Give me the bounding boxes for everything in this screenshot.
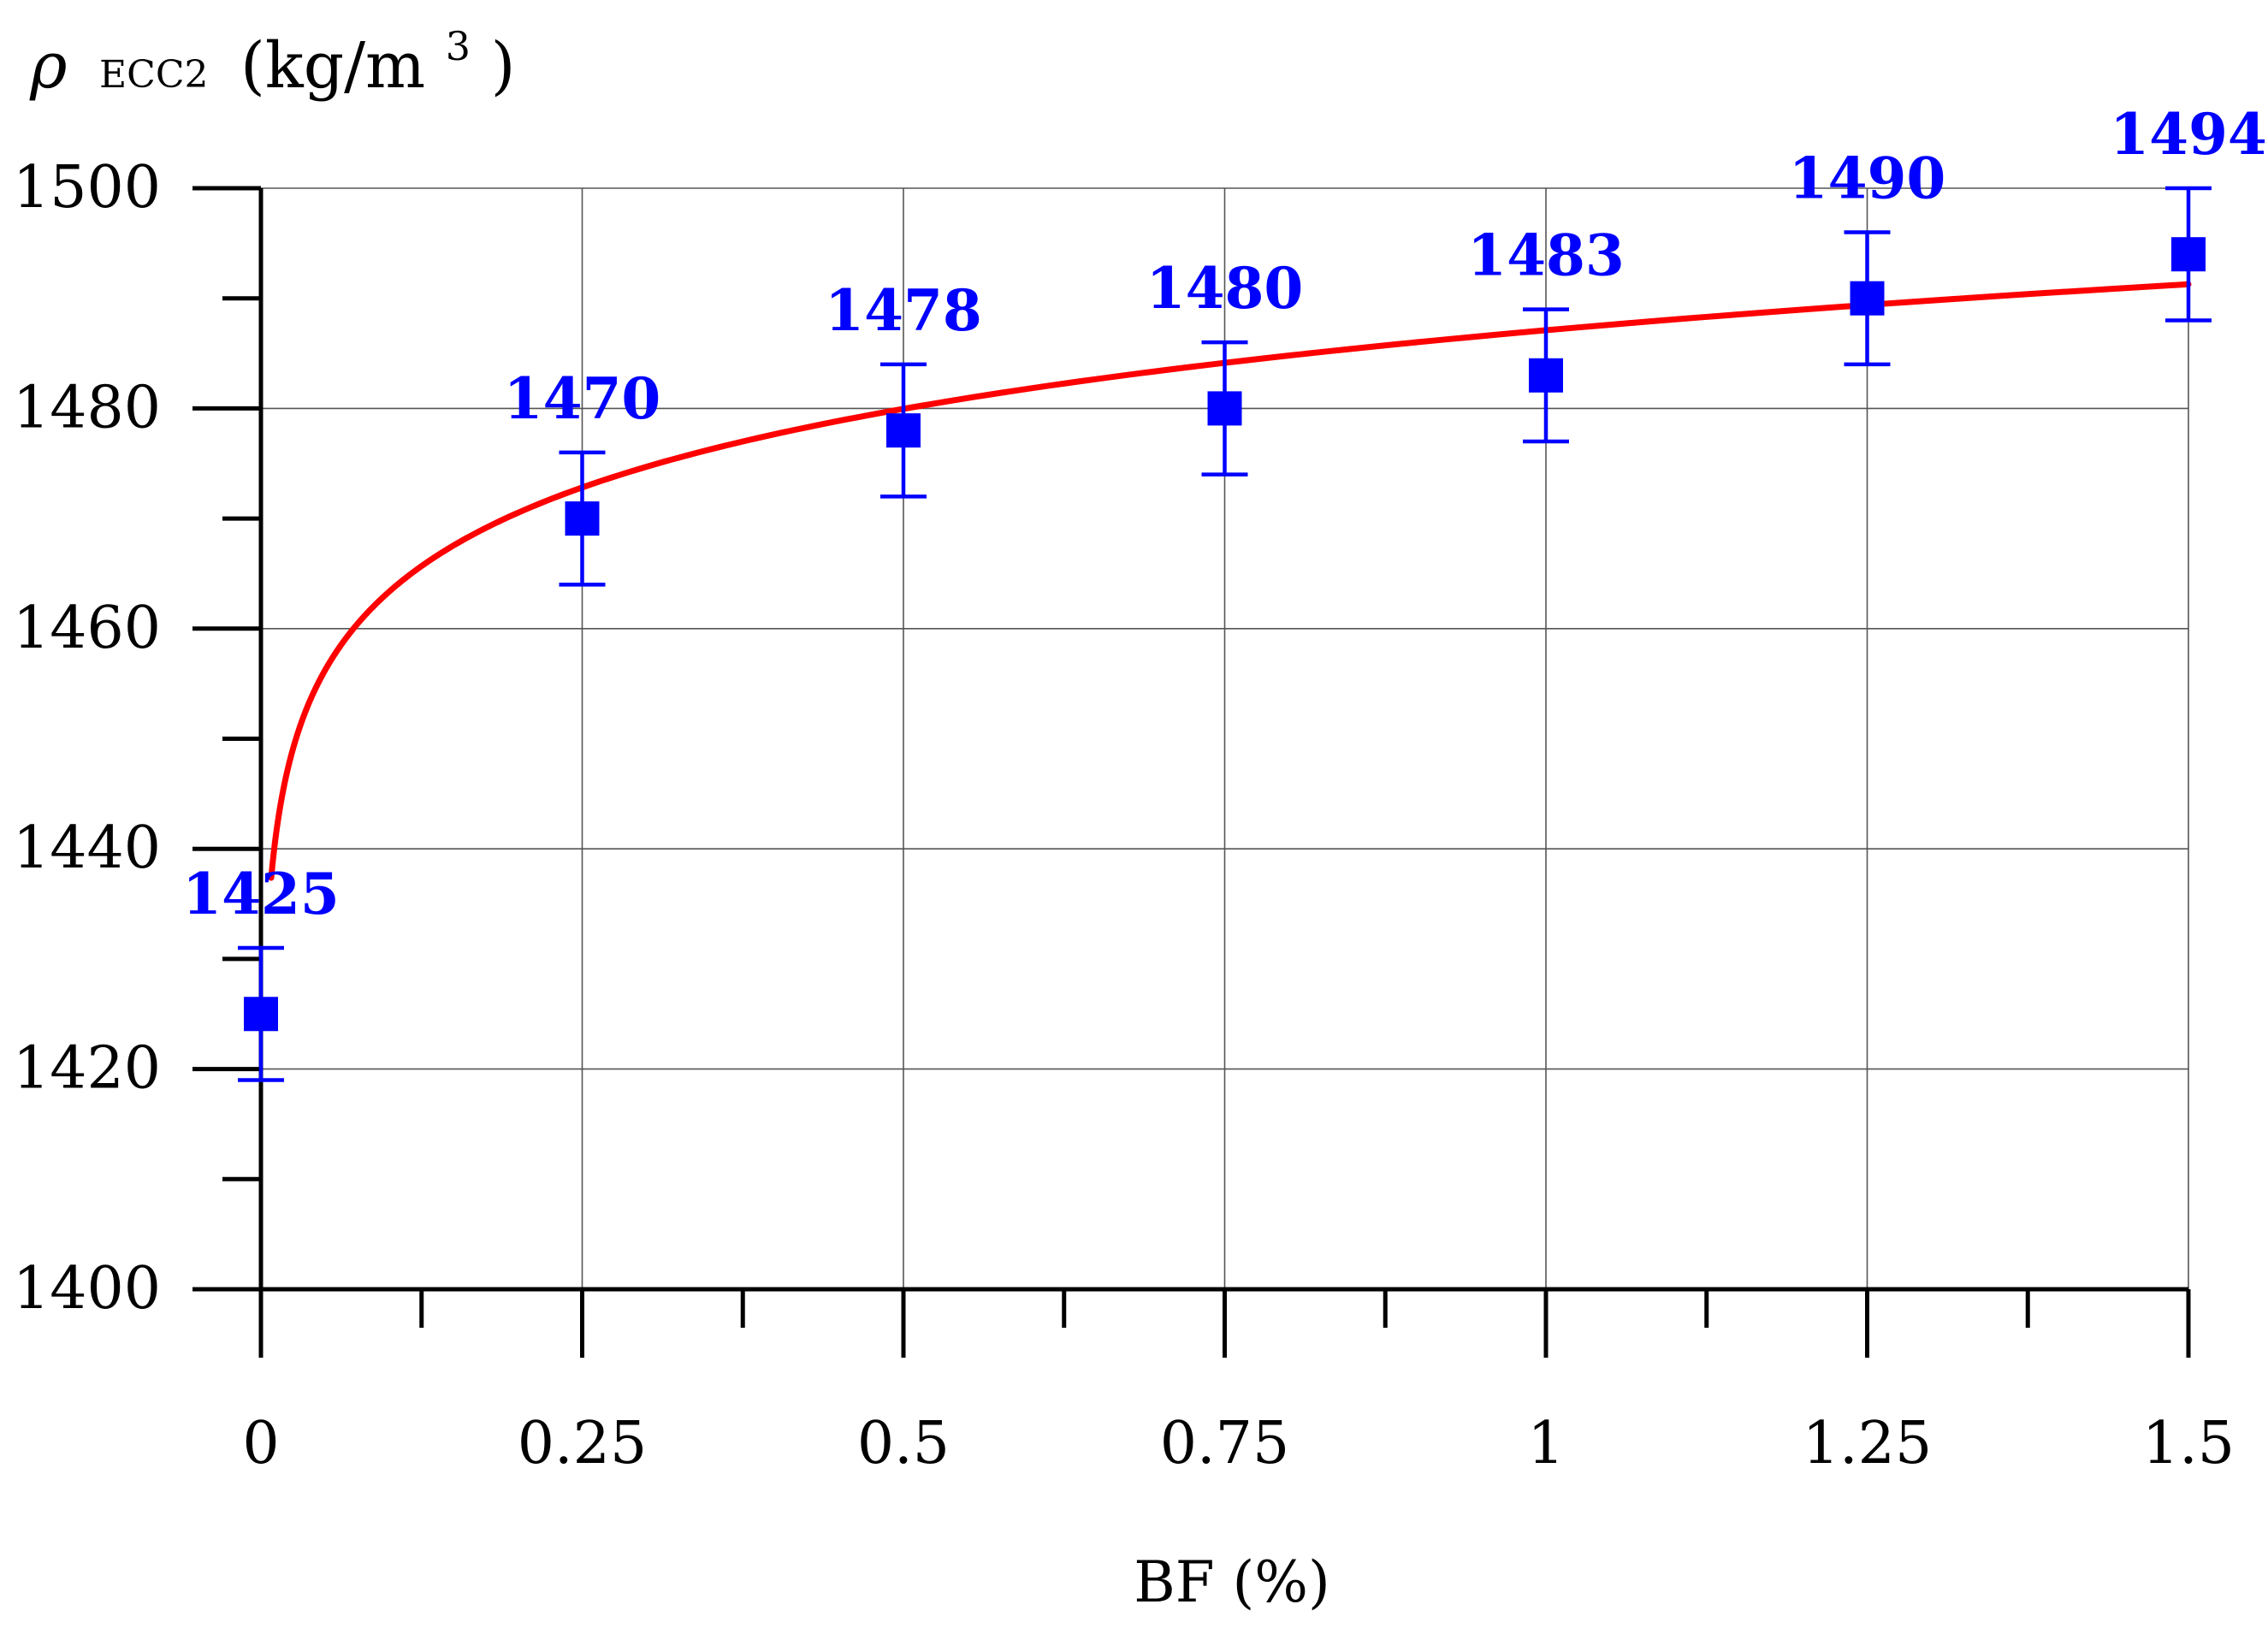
data-label: 1483 xyxy=(1467,222,1625,289)
data-point xyxy=(1529,358,1563,393)
tick-labels: 1400 1420 1440 1460 1480 1500 0 0.25 0.5 0.75 1 1.2… xyxy=(13,154,2235,1477)
x-tick-label: 0.75 xyxy=(1160,1410,1289,1477)
x-tick-label: 1.5 xyxy=(2142,1410,2235,1477)
x-tick-label: 0 xyxy=(242,1410,279,1477)
x-tick-label: 1 xyxy=(1527,1410,1564,1477)
fit-curve xyxy=(268,281,2192,881)
axis-ticks xyxy=(192,186,2191,1358)
data-point xyxy=(244,997,278,1032)
data-label: 1494 xyxy=(2110,101,2267,168)
fit-curve-group xyxy=(268,281,2192,881)
data-point xyxy=(565,501,600,536)
data-label: 1470 xyxy=(504,365,661,432)
y-axis-unit-superscript: 3 xyxy=(446,23,471,69)
grid-lines xyxy=(261,187,2189,1289)
y-axis-symbol: ρ xyxy=(29,29,68,103)
axes xyxy=(192,188,2188,1292)
y-axis-title: ρ ECC2 (kg/m 3 ) xyxy=(29,2,515,103)
data-point xyxy=(1850,281,1885,316)
y-axis-unit: (kg/m xyxy=(240,29,425,103)
y-tick-label: 1480 xyxy=(13,374,161,441)
data-label: 1490 xyxy=(1789,145,1946,211)
y-tick-label: 1400 xyxy=(13,1255,161,1323)
data-label: 1480 xyxy=(1146,255,1304,322)
y-tick-label: 1460 xyxy=(13,595,161,662)
x-tick-label: 1.25 xyxy=(1803,1410,1932,1477)
data-point xyxy=(886,413,921,448)
y-tick-label: 1500 xyxy=(13,154,161,222)
data-label: 1425 xyxy=(182,861,340,927)
x-axis-title: BF (%) xyxy=(1134,1549,1330,1615)
x-tick-label: 0.25 xyxy=(518,1410,647,1477)
data-point xyxy=(2171,237,2206,272)
y-tick-label: 1420 xyxy=(13,1035,161,1103)
y-tick-label: 1440 xyxy=(13,814,161,882)
data-point xyxy=(1207,391,1242,426)
data-labels: 1425 1470 1478 1480 1483 1490 1494 xyxy=(182,101,2267,927)
x-tick-label: 0.5 xyxy=(857,1410,950,1477)
data-points xyxy=(244,237,2206,1032)
y-axis-subscript: ECC2 xyxy=(99,53,208,97)
y-axis-unit-close: ) xyxy=(491,29,516,103)
data-label: 1478 xyxy=(825,277,982,344)
